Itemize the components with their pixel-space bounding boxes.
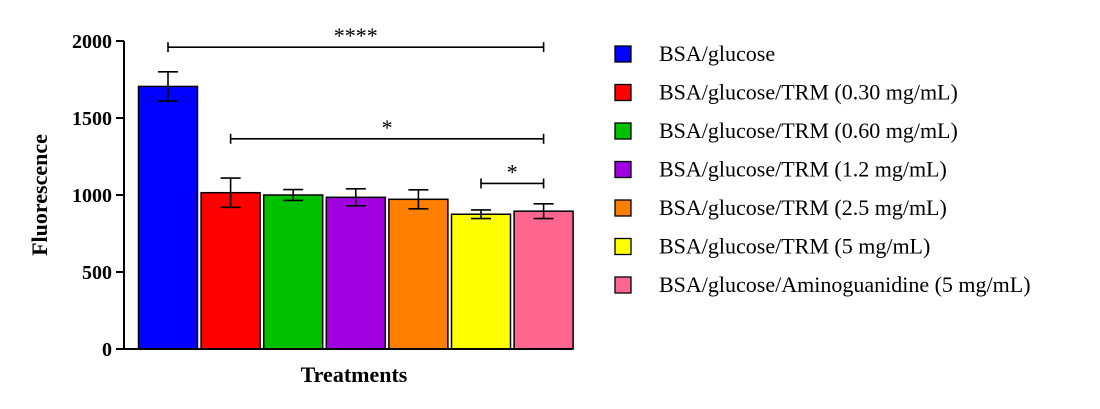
- bar-5: [388, 198, 449, 350]
- legend-swatch: [614, 276, 632, 294]
- legend-label: BSA/glucose: [659, 41, 775, 66]
- y-tick-label: 500: [82, 262, 112, 284]
- error-bar-4: [345, 188, 366, 207]
- legend-label: BSA/glucose/TRM (5 mg/mL): [659, 234, 930, 259]
- axes-group: 0 500 1000 1500 2000: [72, 31, 572, 361]
- bar-6: [450, 213, 512, 350]
- legend-swatch: [614, 237, 632, 256]
- legend-label: BSA/glucose/TRM (0.30 mg/mL): [659, 80, 958, 105]
- legend-swatch: [614, 199, 632, 217]
- legend-item-1: BSA/glucose: [614, 41, 775, 66]
- legend-swatch: [614, 160, 632, 179]
- y-axis-title: Fluorescence: [27, 134, 52, 256]
- legend-item-5: BSA/glucose/TRM (2.5 mg/mL): [614, 195, 947, 220]
- y-tick-label: 0: [102, 339, 112, 361]
- legend-item-6: BSA/glucose/TRM (5 mg/mL): [614, 234, 930, 259]
- y-tick-label: 1000: [72, 185, 112, 207]
- legend-item-3: BSA/glucose/TRM (0.60 mg/mL): [614, 118, 958, 143]
- legend-swatch: [614, 122, 632, 140]
- y-tick-label: 2000: [72, 31, 112, 53]
- bar-7: [513, 210, 574, 350]
- error-bar-2: [220, 177, 241, 209]
- legend-label: BSA/glucose/TRM (0.60 mg/mL): [659, 118, 958, 143]
- legend-swatch: [614, 83, 632, 102]
- bars-group: [137, 85, 574, 350]
- bar-1: [137, 85, 199, 350]
- legend-swatch: [614, 45, 632, 63]
- legend-item-2: BSA/glucose/TRM (0.30 mg/mL): [614, 80, 958, 105]
- error-bar-5: [408, 188, 429, 210]
- legend-label: BSA/glucose/TRM (1.2 mg/mL): [659, 157, 947, 182]
- error-bars-group: [158, 71, 554, 220]
- error-bar-1: [158, 71, 178, 102]
- error-bar-6: [471, 209, 491, 220]
- error-bar-7: [533, 202, 554, 220]
- legend-item-7: BSA/glucose/Aminoguanidine (5 mg/mL): [614, 272, 1031, 297]
- legend-label: BSA/glucose/TRM (2.5 mg/mL): [659, 195, 947, 220]
- bar-3: [262, 194, 324, 350]
- significance-label: *: [382, 115, 393, 140]
- significance-bracket-1: ****: [167, 23, 545, 53]
- significance-bracket-2: *: [229, 115, 545, 144]
- significance-bracket-3: *: [480, 159, 545, 189]
- significance-label: *: [507, 159, 518, 184]
- significance-group: ******: [167, 23, 545, 189]
- bar-2: [200, 191, 261, 350]
- error-bar-3: [283, 188, 304, 202]
- bar-4: [325, 196, 387, 350]
- legend: BSA/glucose BSA/glucose/TRM (0.30 mg/mL) B…: [614, 41, 1031, 297]
- legend-label: BSA/glucose/Aminoguanidine (5 mg/mL): [659, 272, 1031, 297]
- significance-label: ****: [334, 23, 378, 48]
- x-axis-title: Treatments: [301, 362, 408, 387]
- legend-item-4: BSA/glucose/TRM (1.2 mg/mL): [614, 157, 947, 182]
- y-tick-label: 1500: [72, 108, 112, 130]
